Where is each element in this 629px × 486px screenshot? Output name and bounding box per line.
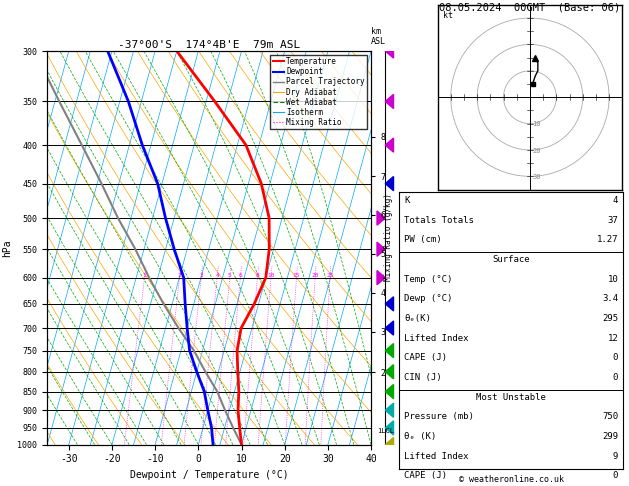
- Text: Pressure (mb): Pressure (mb): [404, 413, 474, 421]
- Text: Lifted Index: Lifted Index: [404, 452, 469, 461]
- Polygon shape: [385, 437, 394, 452]
- Polygon shape: [377, 242, 385, 256]
- Text: 15: 15: [292, 273, 300, 278]
- Text: 2: 2: [177, 273, 181, 278]
- Text: 10: 10: [608, 275, 618, 284]
- Text: kt: kt: [443, 11, 453, 20]
- Text: 08.05.2024  00GMT  (Base: 06): 08.05.2024 00GMT (Base: 06): [439, 2, 621, 13]
- Text: 30: 30: [533, 174, 541, 180]
- Text: © weatheronline.co.uk: © weatheronline.co.uk: [459, 474, 564, 484]
- Text: θₑ (K): θₑ (K): [404, 432, 436, 441]
- Polygon shape: [385, 421, 394, 435]
- Text: 25: 25: [326, 273, 334, 278]
- Text: 20: 20: [533, 148, 541, 154]
- Polygon shape: [385, 44, 394, 58]
- Text: K: K: [404, 196, 409, 205]
- Text: θₑ(K): θₑ(K): [404, 314, 431, 323]
- Polygon shape: [385, 344, 394, 358]
- Text: Temp (°C): Temp (°C): [404, 275, 452, 284]
- Title: -37°00'S  174°4B'E  79m ASL: -37°00'S 174°4B'E 79m ASL: [118, 40, 300, 50]
- Polygon shape: [377, 271, 385, 285]
- Text: 295: 295: [602, 314, 618, 323]
- Text: 0: 0: [613, 471, 618, 481]
- Text: 0: 0: [613, 353, 618, 363]
- Text: Totals Totals: Totals Totals: [404, 216, 474, 225]
- Text: 20: 20: [311, 273, 319, 278]
- Polygon shape: [385, 364, 394, 379]
- Text: 8: 8: [255, 273, 259, 278]
- Polygon shape: [385, 403, 394, 417]
- Y-axis label: hPa: hPa: [2, 239, 12, 257]
- Text: Mixing Ratio (g/kg): Mixing Ratio (g/kg): [384, 192, 393, 280]
- Text: Most Unstable: Most Unstable: [476, 393, 546, 402]
- Text: 37: 37: [608, 216, 618, 225]
- Polygon shape: [377, 211, 385, 225]
- Text: 1: 1: [143, 273, 147, 278]
- Text: 1LCL: 1LCL: [377, 428, 394, 434]
- Legend: Temperature, Dewpoint, Parcel Trajectory, Dry Adiabat, Wet Adiabat, Isotherm, Mi: Temperature, Dewpoint, Parcel Trajectory…: [270, 55, 367, 129]
- Polygon shape: [385, 297, 394, 311]
- Text: 4: 4: [613, 196, 618, 205]
- Text: 750: 750: [602, 413, 618, 421]
- Text: 12: 12: [608, 334, 618, 343]
- Text: CAPE (J): CAPE (J): [404, 471, 447, 481]
- Text: Lifted Index: Lifted Index: [404, 334, 469, 343]
- Text: PW (cm): PW (cm): [404, 235, 442, 244]
- Text: 0: 0: [613, 373, 618, 382]
- Text: CIN (J): CIN (J): [404, 373, 442, 382]
- Text: 4: 4: [215, 273, 219, 278]
- Text: 3.4: 3.4: [602, 295, 618, 303]
- Polygon shape: [385, 176, 394, 191]
- Text: 9: 9: [613, 452, 618, 461]
- Text: Surface: Surface: [493, 255, 530, 264]
- Text: 10: 10: [267, 273, 275, 278]
- Text: 10: 10: [533, 121, 541, 127]
- Text: 6: 6: [238, 273, 242, 278]
- Text: 1.27: 1.27: [597, 235, 618, 244]
- Polygon shape: [385, 94, 394, 108]
- Text: 5: 5: [228, 273, 231, 278]
- Polygon shape: [385, 321, 394, 335]
- Text: km
ASL: km ASL: [371, 27, 386, 46]
- Polygon shape: [385, 384, 394, 399]
- Text: 299: 299: [602, 432, 618, 441]
- X-axis label: Dewpoint / Temperature (°C): Dewpoint / Temperature (°C): [130, 470, 289, 480]
- Text: 3: 3: [199, 273, 203, 278]
- Text: CAPE (J): CAPE (J): [404, 353, 447, 363]
- Text: Dewp (°C): Dewp (°C): [404, 295, 452, 303]
- Polygon shape: [385, 138, 394, 152]
